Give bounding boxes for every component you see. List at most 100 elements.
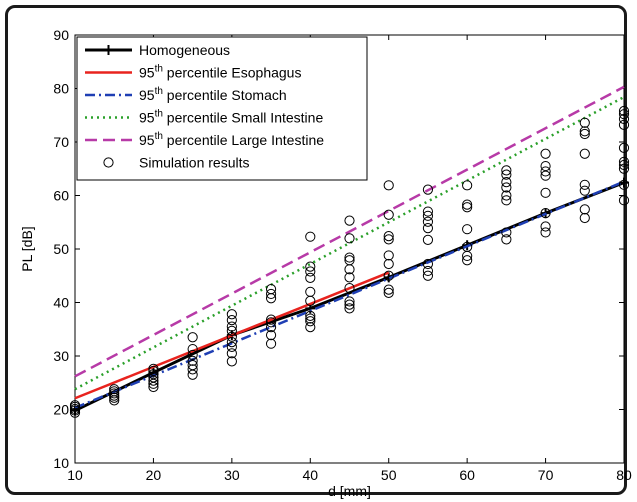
legend: Homogeneous 95th percentile Esophagus 95th…: [76, 36, 368, 181]
scatter-point: [226, 348, 237, 359]
scatter-point: [462, 180, 473, 191]
scatter-point: [501, 169, 512, 180]
scatter-point: [187, 369, 198, 380]
scatter-point: [422, 216, 434, 227]
scatter-point: [618, 113, 630, 125]
scatter-point: [344, 255, 355, 266]
scatter-point: [226, 325, 237, 336]
scatter-point: [383, 180, 394, 191]
scatter-point: [422, 265, 434, 277]
scatter-point: [226, 331, 237, 342]
scatter-point: [462, 241, 473, 252]
scatter-point: [540, 208, 551, 219]
scatter-point: [187, 364, 198, 375]
y-tick-label: 20: [53, 402, 69, 418]
scatter-point: [462, 224, 473, 235]
scatter-point: [265, 284, 277, 295]
scatter-point: [305, 313, 316, 324]
y-tick-label: 40: [53, 295, 69, 311]
scatter-point: [69, 407, 81, 418]
scatter-point: [501, 234, 512, 245]
scatter-point: [148, 372, 159, 383]
scatter-point: [618, 159, 630, 171]
scatter-point: [501, 227, 512, 238]
scatter-point: [305, 322, 316, 333]
scatter-point: [305, 261, 316, 272]
scatter-point: [383, 234, 394, 245]
legend-marker: [103, 45, 114, 55]
legend-entry-3: 95th percentile Small Intestine: [139, 109, 323, 126]
scatter-point: [579, 185, 590, 196]
x-axis-label: d [mm]: [328, 483, 371, 499]
scatter-point: [383, 287, 394, 298]
scatter-point: [422, 210, 434, 221]
scatter-point: [579, 212, 590, 224]
scatter-point: [305, 272, 316, 283]
y-tick-label: 90: [53, 27, 69, 43]
scatter-point: [618, 163, 630, 174]
scatter-point: [579, 126, 590, 137]
scatter-point: [187, 343, 198, 355]
scatter-point: [462, 202, 473, 213]
scatter-point: [579, 128, 590, 140]
scatter-point: [265, 338, 277, 349]
scatter-point: [501, 165, 512, 176]
scatter-point: [540, 187, 551, 198]
scatter-point: [305, 286, 316, 297]
y-tick-label: 30: [53, 348, 69, 364]
scatter-point: [462, 199, 473, 210]
scatter-point: [226, 336, 237, 348]
scatter-point: [383, 209, 394, 220]
scatter-point: [344, 296, 355, 307]
scatter-point: [109, 384, 120, 395]
scatter-point: [305, 266, 316, 277]
scatter-point: [344, 215, 355, 226]
series-line-2: [74, 180, 625, 410]
scatter-point: [344, 272, 355, 283]
y-tick-label: 60: [53, 188, 69, 204]
scatter-point: [540, 221, 551, 232]
scatter-point: [618, 156, 630, 167]
scatter-point: [226, 341, 237, 353]
scatter-point: [501, 177, 512, 188]
scatter-point: [265, 322, 277, 333]
y-tick-label: 70: [53, 134, 69, 150]
scatter-point: [226, 309, 237, 320]
scatter-point: [383, 258, 394, 270]
scatter-point: [422, 270, 434, 281]
scatter-point: [618, 119, 630, 130]
scatter-point: [187, 349, 198, 361]
scatter-point: [579, 204, 590, 215]
scatter-point: [265, 288, 277, 300]
scatter-point: [344, 233, 355, 244]
scatter-point: [501, 182, 512, 193]
x-tick-label: 20: [146, 467, 162, 483]
scatter-point: [344, 299, 355, 310]
axes: 10 20 30 40 50 60 70 80 10 20 30 40 50 60 70 80 90: [53, 27, 632, 483]
scatter-point: [540, 227, 551, 238]
y-tick-label: 10: [53, 455, 69, 471]
y-axis-label: PL [dB]: [19, 226, 35, 271]
x-tick-label: 30: [224, 467, 240, 483]
scatter-point: [422, 258, 434, 270]
scatter-layer: [69, 105, 630, 418]
legend-entry-scatter: Simulation results: [139, 155, 250, 171]
scatter-point: [501, 195, 512, 206]
scatter-point: [579, 117, 590, 128]
legend-entry-1: 95th percentile Esophagus: [139, 64, 301, 81]
legend-box: [76, 36, 368, 181]
scatter-point: [383, 284, 394, 295]
y-tick-label: 50: [53, 241, 69, 257]
x-tick-label: 10: [67, 467, 83, 483]
scatter-point: [344, 252, 355, 263]
scatter-point: [226, 321, 237, 332]
x-tick-label: 60: [459, 467, 475, 483]
legend-entry-0: Homogeneous: [139, 42, 230, 58]
scatter-point: [579, 179, 590, 190]
x-tick-label: 40: [302, 467, 318, 483]
scatter-point: [422, 234, 434, 246]
scatter-point: [618, 105, 630, 117]
series-marker: [619, 177, 629, 188]
scatter-point: [265, 317, 277, 328]
scatter-point: [501, 190, 512, 201]
